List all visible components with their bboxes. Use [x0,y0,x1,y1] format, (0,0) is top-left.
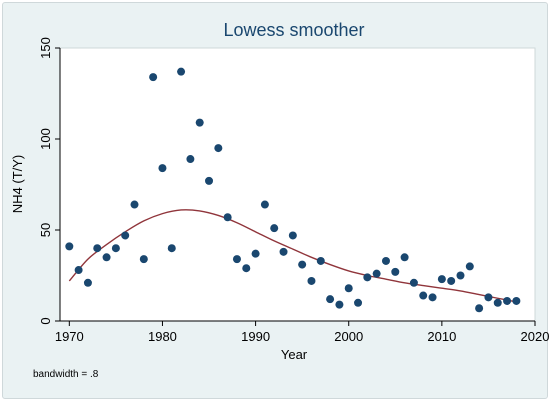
data-point [279,247,288,256]
data-point [158,164,167,173]
data-point [503,296,512,305]
data-point [242,264,251,273]
data-point [102,253,111,262]
data-point [391,267,400,276]
y-tick-label: 0 [38,317,53,324]
data-point [354,298,363,307]
plot-area [59,47,536,322]
scatter-points [65,67,521,313]
y-tick-label: 50 [38,223,53,237]
data-point [288,231,297,240]
y-tick-label: 100 [38,128,53,150]
smoother-layer [68,209,517,303]
x-tick-label: 1990 [241,329,270,344]
data-point [177,67,186,76]
data-point [186,155,195,164]
data-point [111,244,120,253]
data-point [260,200,269,209]
data-point [149,73,158,82]
data-point [493,298,502,307]
lowess-smoother-line [68,209,517,303]
data-point [205,176,214,185]
data-point [447,276,456,285]
x-axis-ticks: 1970 1980 1990 2000 2010 2020 [55,321,550,344]
data-point [139,255,148,264]
data-point [326,295,335,304]
data-point [83,278,92,287]
data-point [251,249,260,258]
data-point [437,275,446,284]
data-point [223,213,232,222]
data-point [484,293,493,302]
x-axis-label: Year [281,347,308,362]
data-point [130,200,139,209]
data-point [307,276,316,285]
x-tick-label: 2020 [521,329,550,344]
data-point [214,144,223,153]
x-tick-label: 1980 [148,329,177,344]
data-point [419,291,428,300]
data-point [381,256,390,265]
data-point [344,284,353,293]
data-point [465,262,474,271]
data-point [400,253,409,262]
data-point [74,266,83,275]
x-tick-label: 1970 [55,329,84,344]
data-point [316,256,325,265]
x-tick-label: 2010 [427,329,456,344]
data-point [409,278,418,287]
y-tick-label: 150 [38,37,53,59]
data-point [298,260,307,269]
data-point [475,304,484,313]
chart-title: Lowess smoother [223,20,364,40]
data-point [167,244,176,253]
data-point [456,271,465,280]
y-axis-label: NH4 (T/Y) [10,155,25,214]
data-point [232,255,241,264]
data-point [270,224,279,233]
data-point [512,296,521,305]
y-axis-ticks: 0 50 100 150 [38,37,60,325]
data-point [65,242,74,251]
data-point [372,269,381,278]
bandwidth-note: bandwidth = .8 [33,369,99,380]
data-point [428,293,437,302]
data-point [93,244,102,253]
x-tick-label: 2000 [334,329,363,344]
data-point [335,300,344,309]
data-point [121,231,130,240]
data-point [195,118,204,127]
data-point [363,273,372,282]
